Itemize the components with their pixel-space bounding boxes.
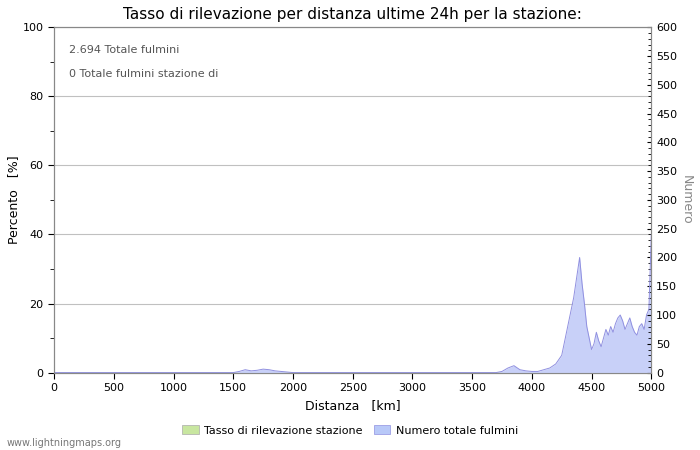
X-axis label: Distanza   [km]: Distanza [km] (305, 399, 400, 412)
Y-axis label: Percento   [%]: Percento [%] (7, 156, 20, 244)
Text: 2.694 Totale fulmini: 2.694 Totale fulmini (69, 45, 179, 54)
Title: Tasso di rilevazione per distanza ultime 24h per la stazione:: Tasso di rilevazione per distanza ultime… (123, 7, 582, 22)
Text: 0 Totale fulmini stazione di: 0 Totale fulmini stazione di (69, 69, 218, 79)
Legend: Tasso di rilevazione stazione, Numero totale fulmini: Tasso di rilevazione stazione, Numero to… (177, 421, 523, 440)
Text: www.lightningmaps.org: www.lightningmaps.org (7, 438, 122, 448)
Y-axis label: Numero: Numero (680, 175, 693, 225)
